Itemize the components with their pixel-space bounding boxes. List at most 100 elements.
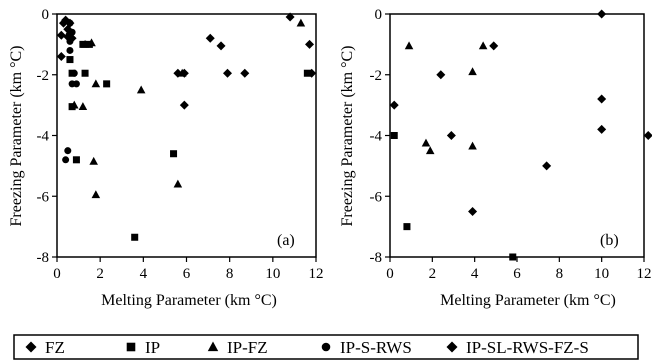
panel-b-point-ip-sl-rws-fz-s [597, 9, 607, 19]
panel-a-point-ip-s-rws [66, 37, 74, 45]
panel-b-point-ip [403, 223, 411, 231]
panel-a-point-ip-fz [89, 156, 98, 165]
panel-a-x-axis-label: Melting Parameter (km °C) [101, 292, 277, 309]
panel-b-x-tick-label: 0 [386, 266, 394, 282]
panel-a-y-tick-label: 0 [42, 7, 50, 23]
panel-a-point-ip [66, 56, 74, 64]
panel-a-point-fz [223, 68, 233, 78]
panel-b-points [389, 9, 652, 261]
panel-a-y-tick-label: -8 [37, 250, 50, 266]
panel-a-y-tick-label: -4 [37, 129, 50, 145]
panel-b-y-ticks: 0 -2 -4 -6 -8 [370, 7, 390, 266]
panel-b-point-ip-sl-rws-fz-s [468, 206, 478, 216]
panel-a-point-fz [285, 12, 295, 22]
panel-b-y-tick-label: -8 [370, 250, 383, 266]
panel-a-point-ip-fz [80, 39, 90, 48]
panel-a-point-fz [205, 33, 215, 43]
panel-a-point-ip [131, 233, 139, 241]
panel-a-point-ip-s-rws [66, 46, 74, 54]
panel-a-point-ip [103, 80, 111, 88]
legend-marker [321, 342, 331, 352]
panel-b-point-ip-fz [404, 41, 414, 50]
panel-b-point-ip [509, 253, 517, 261]
panel-b-point-ip-sl-rws-fz-s [436, 70, 446, 80]
legend-frame [13, 334, 639, 360]
panel-b-point-ip [390, 131, 398, 140]
panel-a-point-ip-s-rws [72, 80, 80, 88]
panel-b-x-tick-label: 8 [556, 266, 564, 282]
panel-a-y-ticks: 0 -2 -4 -6 -8 [37, 7, 57, 266]
panel-a-point-ip-fz [78, 102, 88, 111]
panel-b-x-tick-label: 6 [513, 266, 521, 282]
panel-a-x-ticks: 0 2 4 6 8 10 12 [53, 257, 324, 282]
panel-a-y-tick-label: -2 [37, 68, 50, 84]
panel-a-point-ip [170, 150, 178, 158]
panel-a-point-ip-s-rws [70, 69, 78, 77]
panel-b-point-ip-sl-rws-fz-s [597, 94, 607, 104]
panel-a-points [56, 12, 317, 241]
panel-a-point-ip [303, 69, 311, 77]
panel-b-point-ip-fz [421, 138, 431, 147]
panel-a-point-fz [240, 68, 250, 78]
panel-a-point-ip-fz [296, 18, 306, 27]
panel-a-y-tick-label: -6 [37, 189, 50, 205]
panel-a-point-ip [72, 156, 80, 164]
panel-b-x-tick-label: 10 [594, 266, 609, 282]
panel-b-point-ip-sl-rws-fz-s [389, 100, 399, 110]
legend-label: IP-S-RWS [340, 338, 412, 357]
panel-a-x-tick-label: 4 [140, 266, 148, 282]
legend-marker [126, 342, 136, 352]
panel-b-y-tick-label: -2 [370, 68, 383, 84]
panel-a-x-tick-label: 8 [226, 266, 234, 282]
panel-a-point-fz [179, 100, 189, 110]
panel-a: 0 -2 -4 -6 -8 0 2 4 6 8 10 12 (a) Melting Paramete… [8, 7, 324, 309]
legend-label: FZ [45, 338, 65, 357]
panel-a-point-fz [216, 41, 226, 51]
panel-b-y-tick-label: -6 [370, 189, 383, 205]
panel-a-frame [56, 13, 317, 258]
panel-a-point-ip [81, 69, 89, 77]
legend: FZ IP IP-FZ IP-S-RWS IP-SL-RWS-FZ-S [13, 334, 639, 360]
panel-a-x-tick-label: 10 [265, 266, 280, 282]
panel-a-point-ip-s-rws [68, 28, 76, 36]
panel-a-point-fz [56, 52, 66, 62]
panel-b-point-ip-sl-rws-fz-s [643, 131, 652, 140]
legend-label: IP-FZ [227, 338, 268, 357]
panel-a-y-axis-label: Freezing Parameter (km °C) [8, 46, 25, 227]
panel-a-x-tick-label: 12 [309, 266, 324, 282]
panel-b-y-tick-label: -4 [370, 129, 383, 145]
panel-a-point-ip-fz [136, 85, 146, 94]
panel-a-point-ip-fz [173, 179, 183, 188]
panel-a-point-ip-fz [91, 79, 101, 88]
legend-marker [25, 341, 37, 353]
panel-b: 0 -2 -4 -6 -8 0 2 4 6 8 10 12 (b) Melting Paramete… [339, 7, 652, 309]
panel-b-label: (b) [600, 232, 619, 249]
panel-a-point-ip-fz [69, 100, 79, 109]
panel-a-point-ip-fz [87, 38, 96, 47]
panel-a-point-ip-s-rws [66, 19, 74, 27]
panel-b-point-ip-sl-rws-fz-s [446, 131, 456, 140]
panel-b-point-ip-sl-rws-fz-s [597, 124, 607, 134]
panel-b-x-tick-label: 12 [637, 266, 652, 282]
panel-b-x-tick-label: 4 [471, 266, 479, 282]
panel-b-frame [389, 13, 645, 258]
panel-a-x-tick-label: 2 [96, 266, 104, 282]
panel-b-x-ticks: 0 2 4 6 8 10 12 [386, 257, 652, 282]
panel-b-point-ip-fz [478, 41, 488, 50]
panel-a-x-tick-label: 0 [53, 266, 61, 282]
panel-a-point-fz [305, 39, 315, 49]
panel-a-point-ip-s-rws [62, 156, 70, 164]
legend-label: IP [145, 338, 160, 357]
panel-b-y-tick-label: 0 [375, 7, 383, 23]
panel-a-point-ip-fz [177, 68, 187, 77]
panel-b-x-tick-label: 2 [429, 266, 437, 282]
panel-a-point-ip-s-rws [64, 147, 72, 155]
legend-items: FZ IP IP-FZ IP-S-RWS IP-SL-RWS-FZ-S [25, 338, 589, 357]
panel-b-point-ip-sl-rws-fz-s [542, 161, 552, 171]
legend-marker [446, 341, 458, 353]
panel-a-label: (a) [277, 232, 295, 249]
legend-label: IP-SL-RWS-FZ-S [466, 338, 589, 357]
panel-a-point-fz [56, 30, 66, 40]
panel-b-point-ip-sl-rws-fz-s [489, 41, 499, 51]
